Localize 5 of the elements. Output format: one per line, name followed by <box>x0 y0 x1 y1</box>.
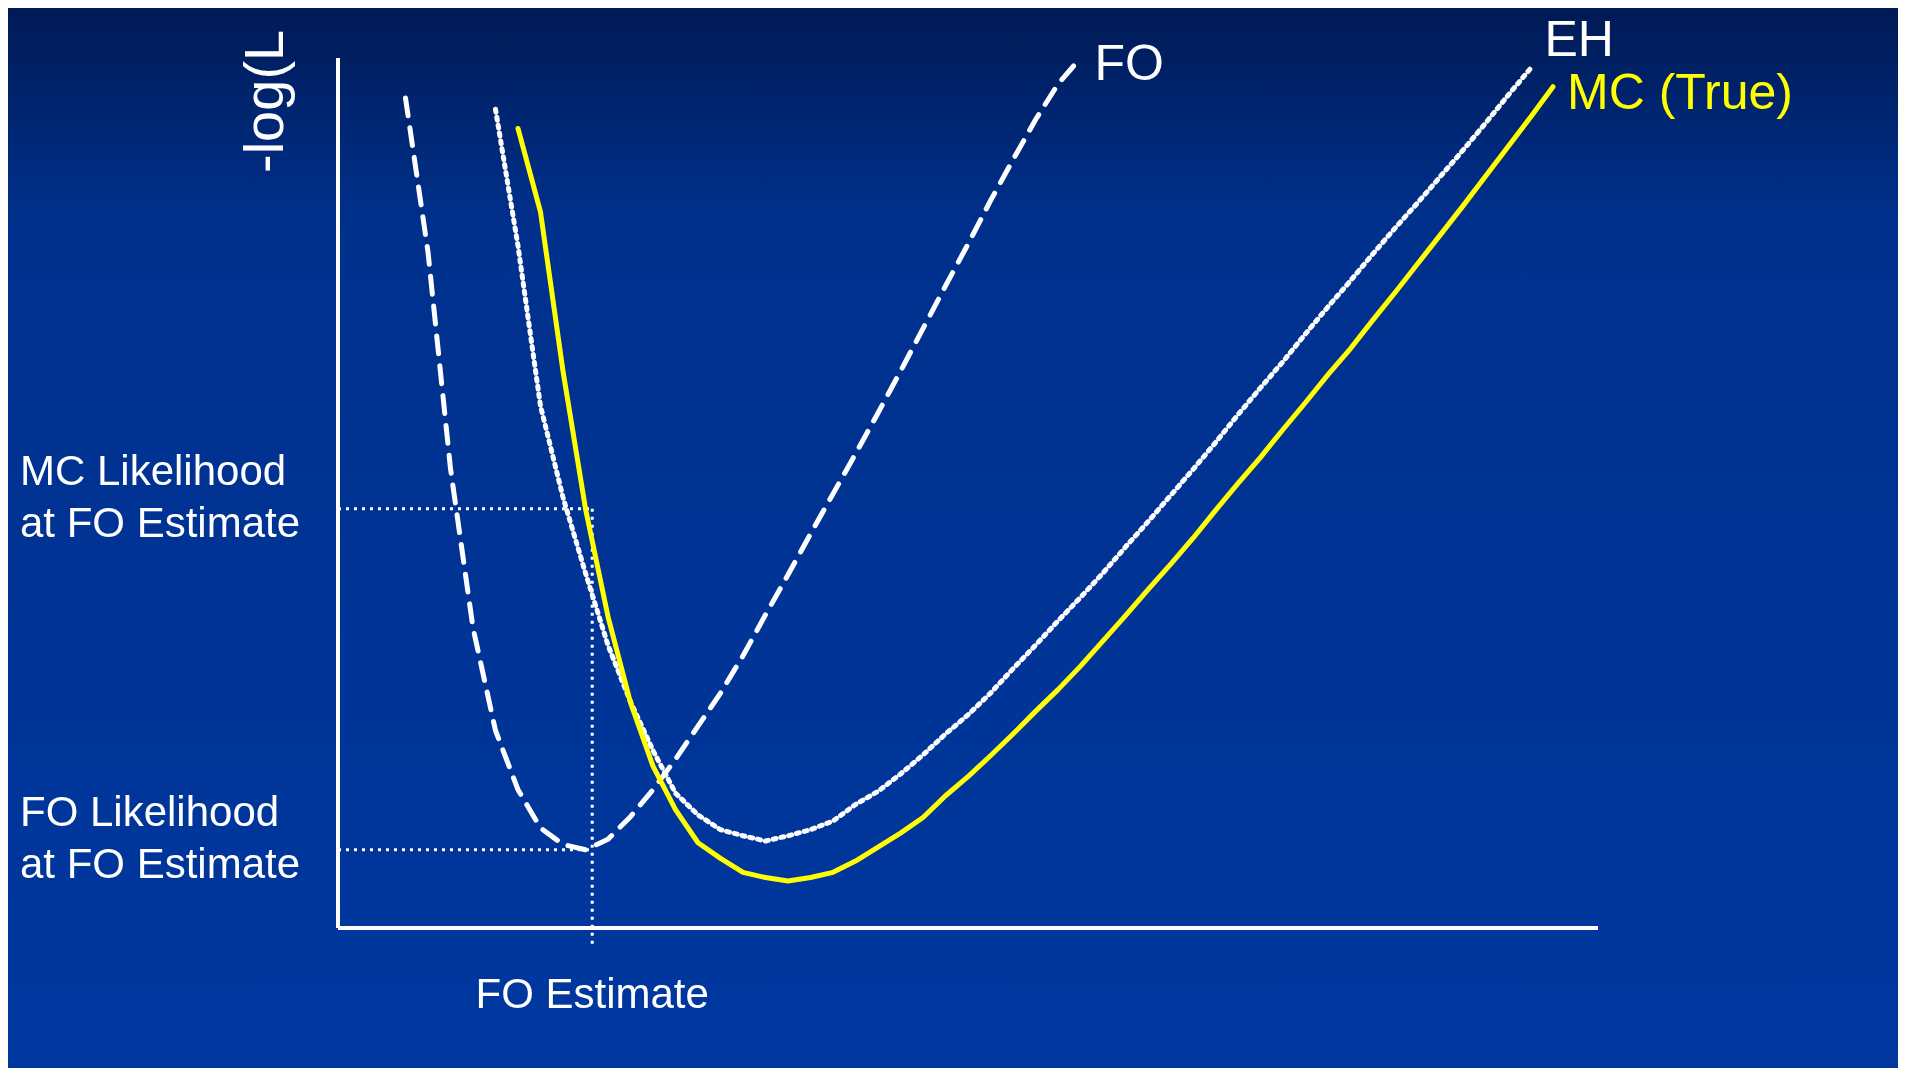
series-label: FO <box>1094 35 1164 91</box>
text: FO Likelihood at FO Estimate <box>20 787 301 887</box>
text: MC Likelihood at FO Estimate <box>20 446 301 546</box>
y-axis-title: -log(L <box>231 29 295 173</box>
text: FO Estimate <box>475 970 709 1017</box>
